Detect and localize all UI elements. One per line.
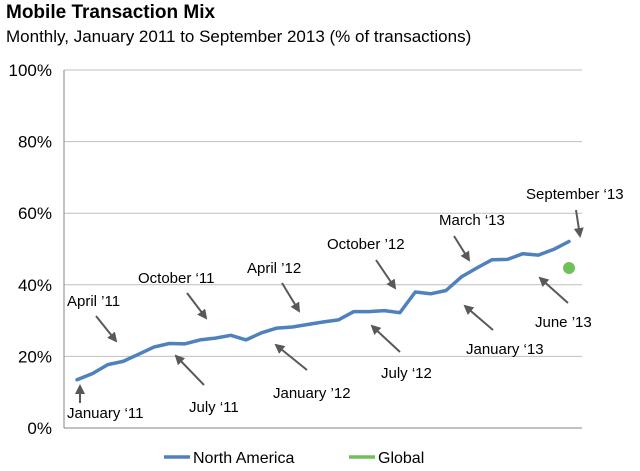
y-axis: 0% 20% 40% 60% 80% 100%	[9, 61, 582, 438]
annotation-arrow	[370, 324, 401, 353]
annotation-label: January ‘11	[67, 405, 143, 422]
annotation-label: July ‘12	[381, 365, 432, 382]
y-tick-label: 20%	[18, 347, 52, 366]
annotation-arrow	[174, 354, 205, 386]
series	[75, 239, 575, 382]
annotation-arrow	[538, 276, 569, 304]
gridlines	[64, 69, 582, 357]
y-tick-label: 0%	[27, 419, 52, 438]
annotation-arrow	[375, 259, 397, 290]
annotation-label: June ’13	[535, 314, 592, 331]
annotation-label: January ‘13	[466, 341, 544, 358]
annotation-arrow	[95, 315, 118, 343]
legend-global-label: Global	[378, 450, 424, 467]
y-tick-label: 40%	[18, 276, 52, 295]
annotation-label: April ’11	[67, 293, 120, 310]
y-tick-label: 100%	[9, 61, 52, 80]
chart-title: Mobile Transaction Mix	[6, 2, 216, 23]
annotation-label: January ’12	[273, 385, 351, 402]
annotation-label: July ‘11	[189, 399, 239, 416]
legend: North America Global	[164, 450, 424, 467]
annotation-arrow	[573, 209, 584, 238]
legend-north-america-label: North America	[193, 450, 294, 467]
annotation-arrow	[186, 292, 208, 320]
annotation-label: April ’12	[247, 260, 301, 277]
annotation-label: October ’12	[327, 236, 405, 253]
annotation-label: September ‘13	[526, 186, 624, 203]
series-global-point	[563, 261, 575, 274]
y-tick-label: 60%	[18, 204, 52, 223]
chart-subtitle: Monthly, January 2011 to September 2013 …	[6, 27, 472, 46]
annotation-label: October ‘11	[138, 270, 214, 287]
annotation-arrow	[453, 235, 471, 262]
annotation-label: March ‘13	[439, 212, 505, 229]
y-tick-label: 80%	[18, 133, 52, 152]
annotation-arrow	[274, 343, 308, 371]
annotation-arrow	[281, 282, 301, 313]
annotations: January ‘11 April ’11 July ‘11 October ‘11 J…	[67, 186, 624, 422]
annotation-arrow	[463, 304, 494, 331]
series-north-america-line	[75, 239, 571, 382]
